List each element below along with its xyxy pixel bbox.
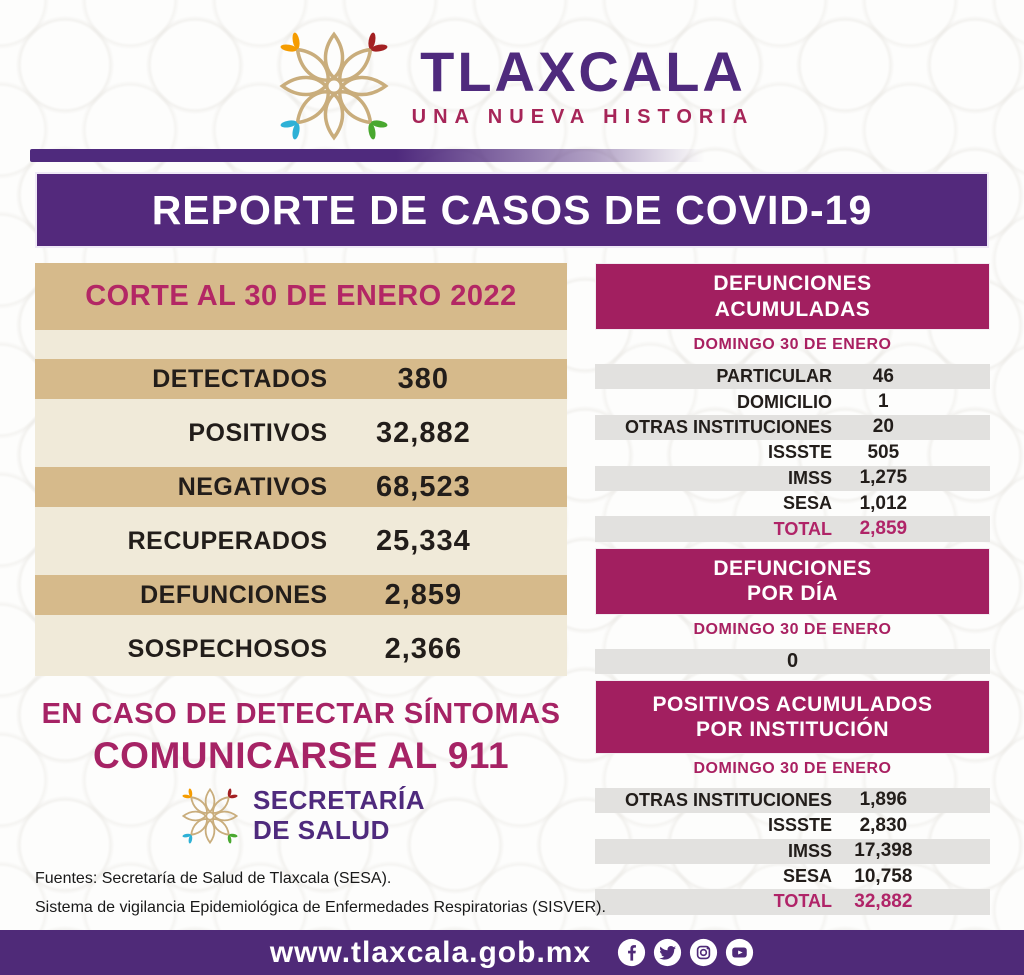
row-label: IMSS: [787, 467, 832, 488]
source-line2: Sistema de vigilancia Epidemiológica de …: [35, 899, 606, 916]
table-row: SESA 10,758: [595, 864, 990, 889]
header-line: POSITIVOS ACUMULADOS: [652, 692, 933, 716]
youtube-icon[interactable]: [725, 938, 754, 967]
row-value: 2,859: [384, 578, 463, 611]
health-secretary-logo: SECRETARÍA DE SALUD: [35, 783, 567, 849]
table-row: SOSPECHOSOS 2,366: [35, 622, 567, 676]
advisory-line2: COMUNICARSE AL 911: [92, 735, 510, 776]
table-row: NEGATIVOS 68,523: [35, 460, 567, 514]
table-row: OTRAS INSTITUCIONES 1,896: [595, 787, 990, 814]
facebook-icon[interactable]: [617, 938, 646, 967]
header-line: POR INSTITUCIÓN: [695, 717, 889, 741]
row-value: 10,758: [854, 865, 913, 887]
table-total-row: TOTAL 2,859: [595, 516, 990, 542]
table-row: IMSS 1,275: [595, 465, 990, 491]
row-value: 2,830: [859, 814, 908, 836]
institution-stats-panel: DEFUNCIONES ACUMULADAS DOMINGO 30 DE ENE…: [595, 263, 990, 915]
row-value: 17,398: [854, 840, 913, 862]
table-row: DOMICILIO 1: [595, 389, 990, 414]
row-value: 68,523: [376, 470, 471, 503]
sources-note: Fuentes: Secretaría de Salud de Tlaxcala…: [35, 864, 655, 922]
row-label: POSITIVOS: [188, 418, 328, 447]
row-value: 32,882: [854, 890, 913, 912]
deaths-per-day-value: 0: [595, 648, 990, 674]
table-row: OTRAS INSTITUCIONES 20: [595, 414, 990, 441]
summary-panel: CORTE AL 30 DE ENERO 2022 DETECTADOS 380…: [35, 263, 567, 676]
row-label: TOTAL: [773, 518, 832, 539]
deaths-per-day-header: DEFUNCIONES POR DÍA: [595, 547, 990, 615]
row-label: DEFUNCIONES: [140, 580, 328, 609]
brand-name: TLAXCALA: [420, 39, 746, 103]
website-link[interactable]: www.tlaxcala.gob.mx: [269, 935, 592, 969]
state-brand-header: TLAXCALA UNA NUEVA HISTORIA: [0, 22, 1024, 150]
section-date: DOMINGO 30 DE ENERO: [693, 620, 892, 638]
twitter-icon[interactable]: [653, 938, 682, 967]
row-label: ISSSTE: [767, 442, 832, 463]
section-date: DOMINGO 30 DE ENERO: [693, 759, 892, 777]
header-line: ACUMULADAS: [714, 297, 871, 321]
header-line: DEFUNCIONES: [713, 557, 872, 581]
secretaria-line1: SECRETARÍA: [252, 785, 426, 816]
row-label: ISSSTE: [767, 815, 832, 836]
section-date: DOMINGO 30 DE ENERO: [693, 336, 892, 353]
table-row: ISSSTE 505: [595, 440, 990, 465]
tlaxcala-flower-logo-icon: [270, 22, 398, 150]
row-label: SESA: [782, 866, 832, 887]
row-label: TOTAL: [773, 891, 832, 912]
row-label: SOSPECHOSOS: [127, 634, 328, 663]
row-value: 46: [872, 365, 894, 387]
table-row: IMSS 17,398: [595, 838, 990, 864]
row-value: 380: [397, 362, 450, 395]
row-label: RECUPERADOS: [127, 526, 328, 555]
table-row: SESA 1,012: [595, 491, 990, 516]
header-line: POR DÍA: [746, 582, 838, 606]
row-label: OTRAS INSTITUCIONES: [624, 789, 832, 810]
table-row: PARTICULAR 46: [595, 364, 990, 390]
row-value: 32,882: [376, 416, 471, 449]
deaths-accumulated-header: DEFUNCIONES ACUMULADAS: [595, 263, 990, 330]
advisory-line1: EN CASO DE DETECTAR SÍNTOMAS: [41, 698, 561, 730]
table-total-row: TOTAL 32,882: [595, 889, 990, 915]
row-value: 25,334: [376, 524, 471, 557]
table-row: DETECTADOS 380: [35, 352, 567, 406]
row-label: DOMICILIO: [737, 391, 832, 412]
row-value: 1,012: [859, 492, 908, 514]
salud-flower-icon: [177, 783, 243, 849]
row-value: 1: [878, 391, 889, 413]
row-value: 2,859: [859, 518, 908, 540]
secretaria-line2: DE SALUD: [252, 815, 390, 845]
table-row: RECUPERADOS 25,334: [35, 514, 567, 568]
row-label: OTRAS INSTITUCIONES: [624, 416, 832, 437]
table-row: ISSSTE 2,830: [595, 813, 990, 838]
row-label: PARTICULAR: [716, 366, 832, 387]
row-value: 505: [867, 441, 900, 463]
footer-bar: www.tlaxcala.gob.mx: [0, 930, 1024, 975]
row-label: NEGATIVOS: [177, 472, 328, 501]
report-title-banner: REPORTE DE CASOS DE COVID-19: [35, 172, 989, 248]
row-value: 1,896: [859, 789, 908, 811]
row-value: 1,275: [859, 467, 908, 489]
brand-tagline: UNA NUEVA HISTORIA: [411, 105, 755, 128]
positives-by-institution-header: POSITIVOS ACUMULADOS POR INSTITUCIÓN: [595, 679, 990, 754]
summary-title: CORTE AL 30 DE ENERO 2022: [35, 263, 567, 330]
symptoms-advisory: EN CASO DE DETECTAR SÍNTOMAS COMUNICARSE…: [35, 698, 567, 777]
table-row: POSITIVOS 32,882: [35, 406, 567, 460]
row-value: 20: [872, 416, 894, 438]
table-row: DEFUNCIONES 2,859: [35, 568, 567, 622]
gradient-divider: [30, 149, 994, 162]
source-line1: Fuentes: Secretaría de Salud de Tlaxcala…: [35, 870, 392, 887]
instagram-icon[interactable]: [689, 938, 718, 967]
row-label: IMSS: [787, 840, 832, 861]
row-label: SESA: [782, 493, 832, 514]
row-value: 2,366: [384, 632, 463, 665]
row-label: DETECTADOS: [152, 364, 328, 393]
header-line: DEFUNCIONES: [713, 272, 872, 296]
